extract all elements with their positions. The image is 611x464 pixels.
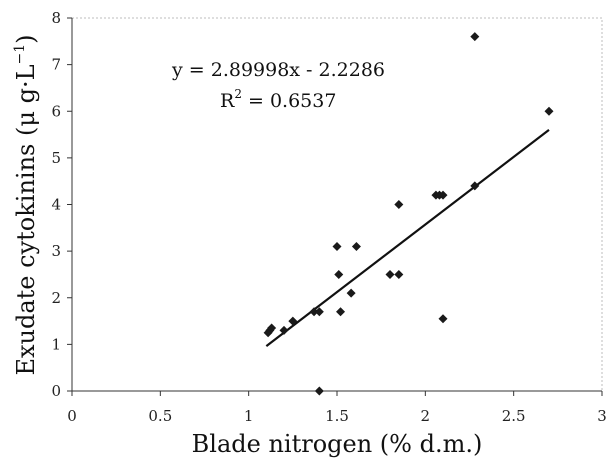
data-point xyxy=(336,307,346,317)
data-point xyxy=(351,241,361,251)
x-ticks: 0 0.5 1 1.5 2 2.5 3 xyxy=(67,391,607,425)
data-point xyxy=(544,106,554,116)
y-tick-label: 8 xyxy=(51,9,61,27)
y-tick-label: 0 xyxy=(51,382,61,400)
data-point xyxy=(288,316,298,326)
data-point xyxy=(438,190,448,200)
y-tick-label: 2 xyxy=(51,289,61,307)
x-tick-label: 0 xyxy=(67,407,77,425)
y-tick-label: 3 xyxy=(51,242,61,260)
x-tick-label: 1.5 xyxy=(325,407,349,425)
data-point xyxy=(267,323,277,333)
y-tick-label: 5 xyxy=(51,149,61,167)
y-tick-label: 7 xyxy=(51,56,61,74)
x-tick-label: 3 xyxy=(597,407,607,425)
y-axis-title: Exudate cytokinins (μ g·L−1) xyxy=(12,34,40,375)
y-tick-label: 6 xyxy=(51,102,61,120)
y-ticks: 0 1 2 3 4 5 6 7 8 xyxy=(51,9,72,400)
trendline xyxy=(265,128,550,348)
data-point xyxy=(314,386,324,396)
data-point xyxy=(332,241,342,251)
data-point xyxy=(334,269,344,279)
y-tick-label: 4 xyxy=(51,196,61,214)
data-point xyxy=(309,307,319,317)
data-point xyxy=(346,288,356,298)
data-points xyxy=(263,32,554,396)
x-tick-label: 0.5 xyxy=(148,407,172,425)
x-tick-label: 2 xyxy=(421,407,431,425)
x-tick-label: 1 xyxy=(244,407,254,425)
r-squared-label: R2 = 0.6537 xyxy=(220,87,336,112)
data-point xyxy=(314,307,324,317)
data-point xyxy=(470,32,480,42)
data-point xyxy=(394,200,404,209)
x-axis-title: Blade nitrogen (% d.m.) xyxy=(192,430,483,458)
data-point xyxy=(438,314,448,324)
data-point xyxy=(394,269,404,279)
data-point xyxy=(470,181,480,191)
x-tick-label: 2.5 xyxy=(502,407,526,425)
data-point xyxy=(279,325,289,335)
y-tick-label: 1 xyxy=(51,335,61,353)
data-point xyxy=(385,269,395,279)
trendline-equation: y = 2.89998x - 2.2286 xyxy=(171,59,385,81)
